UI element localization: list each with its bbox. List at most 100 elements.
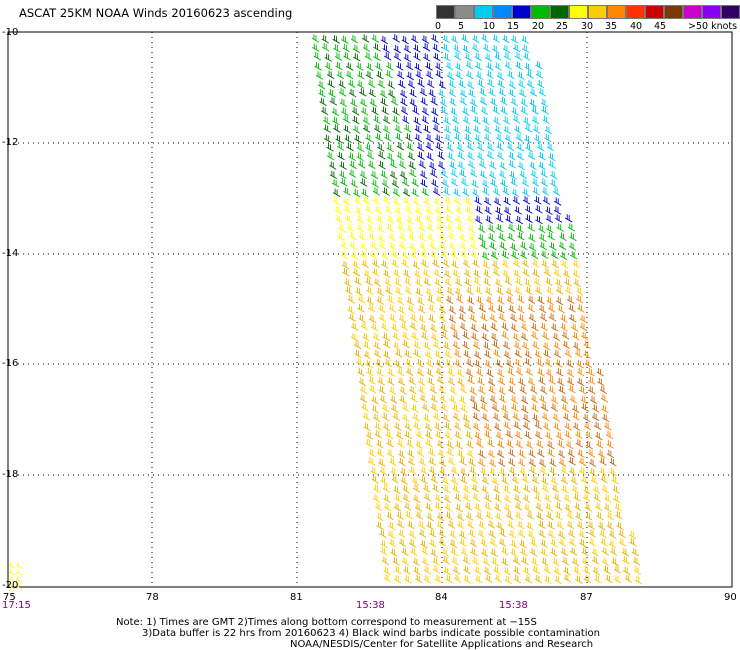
wind-barb (326, 70, 335, 80)
wind-barb (428, 448, 436, 457)
colorbar-label: 30 (581, 21, 594, 32)
wind-barb (453, 52, 462, 61)
wind-barb (409, 385, 417, 395)
wind-barb (466, 286, 474, 295)
wind-barb (438, 313, 447, 322)
wind-barb (434, 350, 442, 359)
wind-barb (597, 377, 605, 387)
wind-barb (449, 323, 458, 332)
wind-barb (421, 547, 429, 556)
wind-barb (370, 241, 378, 251)
wind-barb (508, 385, 516, 395)
wind-barb (507, 520, 515, 529)
wind-barb (453, 349, 462, 358)
wind-barb (488, 233, 496, 242)
wind-barb (534, 134, 542, 144)
wind-barb (577, 377, 585, 387)
footnote-line-2: 3)Data buffer is 22 hrs from 20160623 4)… (142, 628, 600, 639)
wind-barb (376, 296, 385, 305)
wind-barb (466, 440, 474, 449)
wind-barb (526, 70, 534, 79)
wind-barb (524, 278, 532, 288)
wind-barb (15, 583, 23, 590)
wind-barb (408, 530, 417, 539)
wind-barb (446, 287, 455, 296)
wind-barb (478, 160, 487, 169)
wind-barb (593, 493, 601, 502)
wind-barb (485, 511, 493, 520)
wind-barb (15, 569, 23, 576)
wind-barb (373, 115, 381, 124)
wind-barb (478, 233, 486, 243)
wind-barb (495, 431, 504, 440)
wind-barb (494, 125, 502, 134)
wind-barb (347, 305, 355, 315)
wind-barb (515, 277, 523, 286)
wind-barb (501, 547, 509, 556)
wind-barb (466, 520, 475, 529)
wind-barb (358, 314, 366, 323)
wind-barb (501, 404, 509, 413)
wind-barb (469, 386, 477, 396)
wind-barb (478, 449, 486, 459)
wind-barb (403, 197, 411, 206)
wind-barb (553, 566, 562, 576)
wind-barb (596, 511, 604, 521)
wind-barb (373, 43, 381, 52)
wind-barb (317, 80, 326, 90)
wind-barb (512, 196, 521, 205)
wind-barb (561, 556, 570, 566)
wind-barb (411, 178, 419, 187)
wind-barb (551, 484, 560, 493)
wind-barb (366, 224, 375, 233)
wind-barb (342, 268, 350, 277)
wind-barb (477, 458, 486, 467)
wind-barb (328, 89, 336, 98)
wind-barb (345, 214, 353, 223)
wind-barb (480, 467, 488, 476)
wind-barb (431, 34, 439, 43)
wind-barb (456, 368, 464, 378)
wind-barb (503, 421, 511, 430)
wind-barb (476, 296, 484, 305)
wind-barb (518, 314, 526, 323)
colorbar-label: 5 (458, 21, 465, 32)
wind-barb (392, 412, 401, 421)
wind-barb (508, 458, 516, 467)
wind-barb (402, 115, 410, 125)
wind-barb (426, 512, 435, 522)
colorbar-label: 15 (507, 21, 520, 32)
wind-barb (451, 35, 459, 44)
wind-barb (425, 287, 434, 297)
wind-barb (550, 476, 559, 485)
wind-barb (550, 395, 559, 405)
wind-barb (479, 170, 487, 179)
wind-barb (383, 196, 391, 205)
wind-barb (404, 286, 413, 295)
wind-barb (352, 116, 360, 125)
wind-barb (500, 106, 508, 115)
wind-barb (384, 358, 393, 368)
wind-barb (450, 466, 459, 475)
credit-line: NOAA/NESDIS/Center for Satellite Applica… (290, 639, 594, 650)
wind-barb (450, 107, 458, 116)
wind-barb (414, 206, 423, 215)
wind-barb (583, 574, 592, 584)
wind-barb (437, 161, 446, 170)
wind-barb (524, 575, 533, 584)
wind-barb (423, 53, 431, 62)
wind-barb (476, 368, 484, 377)
wind-barb (480, 106, 489, 115)
wind-barb (365, 277, 373, 286)
wind-barb (499, 394, 507, 404)
wind-barb (332, 35, 340, 44)
wind-barb (545, 206, 553, 215)
wind-barb (484, 502, 492, 511)
wind-barb (493, 503, 502, 512)
wind-barb (339, 170, 347, 179)
wind-barb (435, 142, 443, 151)
wind-barb (467, 376, 475, 385)
wind-barb (443, 52, 451, 62)
wind-barb (564, 503, 573, 513)
colorbar-swatch (645, 5, 664, 19)
